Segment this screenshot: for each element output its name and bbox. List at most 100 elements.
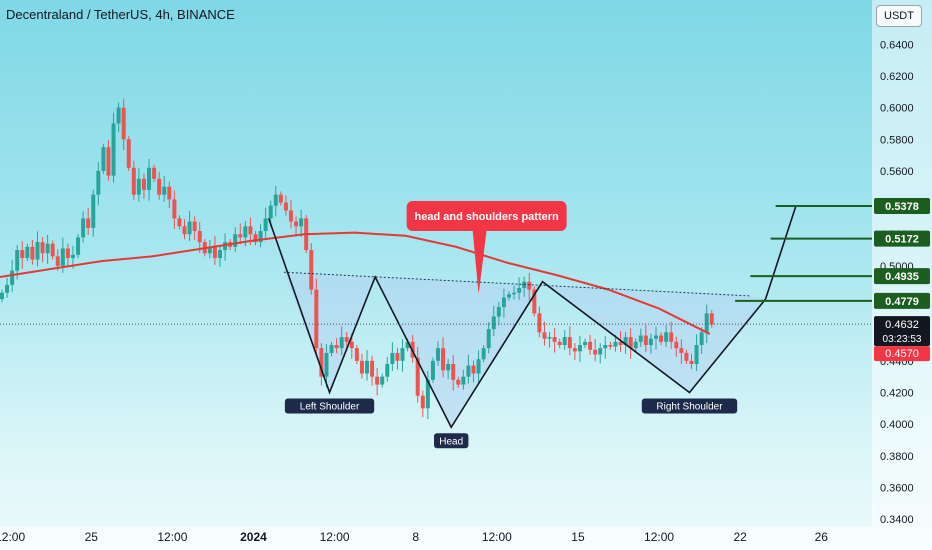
candle bbox=[207, 239, 212, 259]
candle bbox=[486, 322, 491, 354]
candle bbox=[283, 195, 288, 216]
currency-button[interactable]: USDT bbox=[876, 5, 922, 27]
candle bbox=[542, 321, 547, 346]
candle bbox=[501, 288, 506, 318]
target-price-label: 0.4935 bbox=[874, 268, 930, 285]
candle bbox=[223, 233, 228, 261]
candle bbox=[106, 140, 111, 181]
candle bbox=[674, 336, 679, 358]
candle bbox=[577, 336, 582, 363]
candle bbox=[111, 112, 116, 183]
candle bbox=[481, 345, 486, 363]
candle bbox=[654, 326, 658, 350]
candle bbox=[385, 357, 390, 382]
candle bbox=[547, 332, 552, 348]
time-tick-label: 12:00 bbox=[482, 530, 512, 544]
time-tick-label: 22 bbox=[734, 530, 748, 544]
candle bbox=[218, 244, 222, 267]
candle bbox=[527, 272, 532, 301]
price-tick-label: 0.3400 bbox=[880, 514, 914, 526]
price-tick-label: 0.4000 bbox=[880, 419, 914, 431]
candle bbox=[253, 231, 258, 246]
time-tick-label: 26 bbox=[815, 530, 829, 544]
candle bbox=[172, 190, 177, 230]
candle bbox=[628, 328, 633, 359]
head-and-shoulders-pattern bbox=[0, 205, 872, 429]
price-tick-label: 0.4200 bbox=[880, 387, 914, 399]
candle bbox=[537, 306, 542, 338]
price-axis: 0.34000.36000.38000.40000.42000.44000.46… bbox=[872, 0, 932, 550]
candle bbox=[359, 353, 364, 379]
candle bbox=[162, 175, 167, 202]
time-axis: 12:00 25 12:00 2024 12:00 8 12:00 15 12:00 22 26 bbox=[0, 527, 872, 550]
pattern-shading bbox=[283, 272, 766, 428]
svg-text:head and shoulders pattern: head and shoulders pattern bbox=[415, 211, 560, 223]
time-tick-label: 8 bbox=[412, 530, 419, 544]
candle bbox=[638, 328, 643, 347]
candle bbox=[35, 231, 40, 267]
candle bbox=[669, 321, 674, 349]
candle bbox=[238, 223, 243, 245]
candle bbox=[456, 376, 461, 388]
candle bbox=[446, 358, 451, 380]
candle bbox=[689, 353, 694, 370]
svg-text:0.5378: 0.5378 bbox=[885, 201, 919, 213]
candle bbox=[152, 164, 157, 182]
candle bbox=[471, 360, 476, 383]
candle bbox=[395, 347, 400, 370]
candle bbox=[496, 301, 501, 326]
candle bbox=[588, 334, 593, 355]
candle bbox=[451, 355, 456, 391]
price-tick-label: 0.6000 bbox=[880, 103, 914, 115]
price-tick-label: 0.3800 bbox=[880, 451, 914, 463]
time-tick-label: 25 bbox=[85, 530, 99, 544]
candle bbox=[603, 336, 608, 359]
price-tick-label: 0.6200 bbox=[880, 71, 914, 83]
candle bbox=[476, 350, 481, 385]
target-price-label: 0.4779 bbox=[874, 292, 930, 309]
candle bbox=[415, 346, 420, 403]
candle bbox=[197, 222, 202, 253]
candle bbox=[380, 373, 385, 388]
candle bbox=[278, 191, 283, 206]
candle bbox=[552, 328, 557, 353]
candle bbox=[299, 209, 304, 238]
candle bbox=[339, 326, 344, 356]
svg-text:0.4632: 0.4632 bbox=[885, 319, 919, 331]
candle bbox=[273, 185, 278, 217]
candle bbox=[567, 326, 572, 356]
candle bbox=[334, 338, 339, 354]
candle bbox=[557, 338, 562, 349]
candle bbox=[365, 350, 370, 381]
candle bbox=[643, 324, 648, 352]
annotation-layer: Left Shoulder Head Right Shoulder head and … bbox=[284, 201, 738, 449]
candle bbox=[131, 160, 136, 200]
chart-title: Decentraland / TetherUS, 4h, BINANCE bbox=[6, 7, 235, 22]
candle bbox=[436, 341, 440, 366]
svg-text:0.5172: 0.5172 bbox=[885, 234, 919, 246]
target-price-label: 0.5378 bbox=[874, 198, 930, 215]
candle bbox=[461, 369, 466, 390]
price-tick-label: 0.5800 bbox=[880, 134, 914, 146]
candle bbox=[694, 334, 699, 371]
time-tick-label: 15 bbox=[571, 530, 585, 544]
time-tick-label: 12:00 bbox=[644, 530, 674, 544]
candle bbox=[65, 243, 70, 267]
svg-text:Right Shoulder: Right Shoulder bbox=[656, 401, 723, 412]
candle bbox=[699, 327, 704, 354]
candle bbox=[126, 136, 131, 171]
svg-text:0.4570: 0.4570 bbox=[885, 348, 919, 360]
time-tick-label: 12:00 bbox=[320, 530, 350, 544]
candle bbox=[187, 210, 192, 242]
candle bbox=[136, 168, 141, 202]
head-label: Head bbox=[434, 433, 469, 449]
candle bbox=[370, 355, 375, 386]
candle bbox=[101, 144, 106, 175]
candle bbox=[182, 219, 187, 240]
svg-text:Left Shoulder: Left Shoulder bbox=[300, 401, 360, 412]
candle bbox=[76, 234, 81, 258]
price-tick-label: 0.6400 bbox=[880, 39, 914, 51]
candle bbox=[593, 338, 598, 362]
candle bbox=[618, 331, 623, 352]
